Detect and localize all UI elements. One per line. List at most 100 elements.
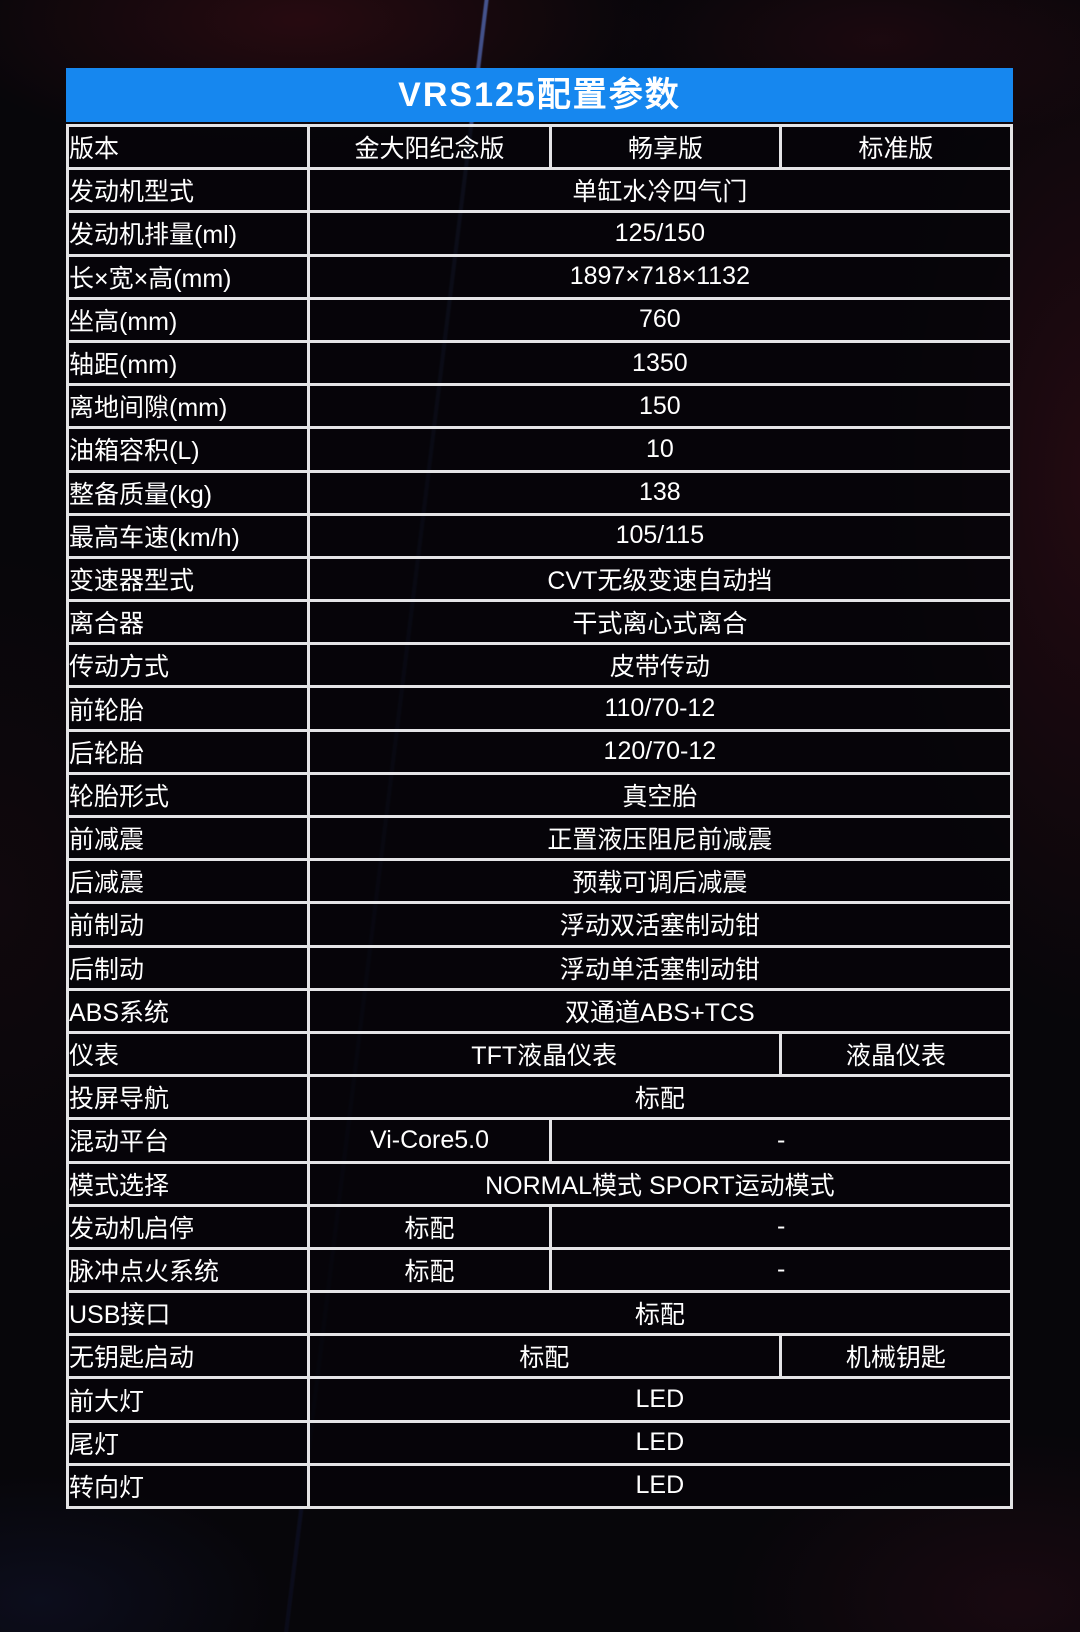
- spec-label: USB接口: [66, 1290, 310, 1337]
- spec-label: 前减震: [66, 814, 310, 862]
- spec-label: 后轮胎: [66, 728, 310, 775]
- spec-value: 机械钥匙: [778, 1333, 1014, 1380]
- spec-label: 最高车速(km/h): [66, 512, 310, 559]
- table-row: 后制动 浮动单活塞制动钳: [66, 944, 1014, 991]
- table-row: 前减震 正置液压阻尼前减震: [66, 814, 1014, 862]
- spec-value: 双通道ABS+TCS: [306, 987, 1014, 1034]
- spec-label: 仪表: [66, 1030, 310, 1078]
- spec-value: 标配: [306, 1246, 553, 1294]
- spec-value: -: [549, 1203, 1013, 1250]
- spec-label: 长×宽×高(mm): [66, 253, 310, 300]
- spec-label: 混动平台: [66, 1117, 310, 1164]
- table-row: 离合器 干式离心式离合: [66, 599, 1014, 646]
- spec-label: 轮胎形式: [66, 771, 310, 819]
- spec-value: TFT液晶仪表: [306, 1030, 782, 1078]
- spec-label: 后制动: [66, 944, 310, 991]
- spec-value: CVT无级变速自动挡: [306, 555, 1014, 603]
- table-row: 后轮胎 120/70-12: [66, 728, 1014, 775]
- table-row: 长×宽×高(mm) 1897×718×1132: [66, 253, 1014, 300]
- table-row: 无钥匙启动 标配 机械钥匙: [66, 1333, 1014, 1380]
- table-row: 轴距(mm) 1350: [66, 339, 1014, 387]
- spec-value: LED: [306, 1376, 1014, 1423]
- spec-label: 转向灯: [66, 1462, 310, 1510]
- spec-value: 液晶仪表: [778, 1030, 1014, 1078]
- spec-label: 模式选择: [66, 1160, 310, 1207]
- spec-label: ABS系统: [66, 987, 310, 1034]
- spec-value: Vi-Core5.0: [306, 1117, 553, 1164]
- table-row: 前大灯 LED: [66, 1376, 1014, 1423]
- spec-label: 整备质量(kg): [66, 469, 310, 516]
- table-row: 最高车速(km/h) 105/115: [66, 512, 1014, 559]
- table-row: 油箱容积(L) 10: [66, 426, 1014, 473]
- table-row: 传动方式 皮带传动: [66, 642, 1014, 689]
- spec-value: 干式离心式离合: [306, 599, 1014, 646]
- spec-label: 后减震: [66, 858, 310, 905]
- spec-label: 发动机排量(ml): [66, 210, 310, 257]
- table-row: 尾灯 LED: [66, 1419, 1014, 1466]
- spec-value: 浮动单活塞制动钳: [306, 944, 1014, 991]
- spec-label: 离地间隙(mm): [66, 383, 310, 430]
- spec-value: 110/70-12: [306, 685, 1014, 732]
- spec-label: 投屏导航: [66, 1074, 310, 1121]
- table-row: 脉冲点火系统 标配 -: [66, 1246, 1013, 1294]
- table-row: 发动机启停 标配 -: [66, 1203, 1013, 1250]
- spec-label: 无钥匙启动: [66, 1333, 310, 1380]
- page-title: VRS125配置参数: [66, 68, 1013, 122]
- table-row: 投屏导航 标配: [66, 1074, 1014, 1121]
- table-row: 离地间隙(mm) 150: [66, 383, 1014, 430]
- spec-value: 标配: [306, 1074, 1014, 1121]
- spec-value: 1350: [306, 339, 1014, 387]
- spec-label: 前轮胎: [66, 685, 310, 732]
- spec-value: LED: [306, 1462, 1014, 1510]
- table-row: 模式选择 NORMAL模式 SPORT运动模式: [66, 1160, 1014, 1207]
- table-row: 坐高(mm) 760: [66, 296, 1014, 343]
- spec-label: 发动机型式: [66, 167, 310, 214]
- spec-label: 变速器型式: [66, 555, 310, 603]
- spec-label: 轴距(mm): [66, 339, 310, 387]
- spec-value: 125/150: [306, 210, 1014, 257]
- spec-value: 138: [306, 469, 1014, 516]
- spec-value: 预载可调后减震: [306, 858, 1014, 905]
- table-row: 轮胎形式 真空胎: [66, 771, 1014, 819]
- spec-value: 120/70-12: [306, 728, 1014, 775]
- spec-label: 传动方式: [66, 642, 310, 689]
- spec-value: 正置液压阻尼前减震: [306, 814, 1014, 862]
- spec-label: 离合器: [66, 599, 310, 646]
- spec-label: 发动机启停: [66, 1203, 310, 1250]
- spec-value: 浮动双活塞制动钳: [306, 901, 1014, 948]
- table-row: 混动平台 Vi-Core5.0-: [66, 1117, 1013, 1164]
- spec-value: 标配: [306, 1203, 553, 1250]
- spec-label: 尾灯: [66, 1419, 310, 1466]
- spec-panel: VRS125配置参数 版本 金大阳纪念版 畅享版 标准版 发动机型式 单缸水冷四气…: [66, 68, 1014, 1510]
- spec-label: 前大灯: [66, 1376, 310, 1423]
- spec-value: 标配: [306, 1333, 782, 1380]
- spec-table-body: 发动机型式 单缸水冷四气门 发动机排量(ml) 125/150 长×宽×高(mm) 189…: [66, 167, 1014, 1510]
- table-row: 转向灯 LED: [66, 1462, 1014, 1510]
- column-header-version: 版本: [66, 123, 310, 171]
- table-row: 整备质量(kg) 138: [66, 469, 1014, 516]
- spec-value: NORMAL模式 SPORT运动模式: [306, 1160, 1014, 1207]
- spec-label: 油箱容积(L): [66, 426, 310, 473]
- table-row: ABS系统 双通道ABS+TCS: [66, 987, 1014, 1034]
- spec-value: 105/115: [306, 512, 1014, 559]
- spec-label: 脉冲点火系统: [66, 1246, 310, 1294]
- spec-value: 1897×718×1132: [306, 253, 1014, 300]
- column-header-standard-edition: 标准版: [778, 123, 1014, 171]
- spec-value: 150: [306, 383, 1014, 430]
- table-header-row: 版本 金大阳纪念版 畅享版 标准版: [66, 123, 1014, 171]
- spec-value: -: [549, 1246, 1013, 1294]
- table-row: 后减震 预载可调后减震: [66, 858, 1014, 905]
- spec-value: -: [549, 1117, 1013, 1164]
- table-row: 仪表 TFT液晶仪表 液晶仪表: [66, 1030, 1014, 1078]
- spec-value: 真空胎: [306, 771, 1014, 819]
- table-row: USB接口 标配: [66, 1290, 1014, 1337]
- table-row: 发动机型式 单缸水冷四气门: [66, 167, 1014, 214]
- column-header-changxiang-edition: 畅享版: [549, 123, 782, 171]
- table-row: 发动机排量(ml) 125/150: [66, 210, 1014, 257]
- spec-value: 标配: [306, 1290, 1014, 1337]
- spec-table: 版本 金大阳纪念版 畅享版 标准版 发动机型式 单缸水冷四气门 发动机排量(ml) 1…: [66, 123, 1014, 1510]
- table-row: 变速器型式 CVT无级变速自动挡: [66, 555, 1014, 603]
- spec-label: 坐高(mm): [66, 296, 310, 343]
- spec-value: 760: [306, 296, 1014, 343]
